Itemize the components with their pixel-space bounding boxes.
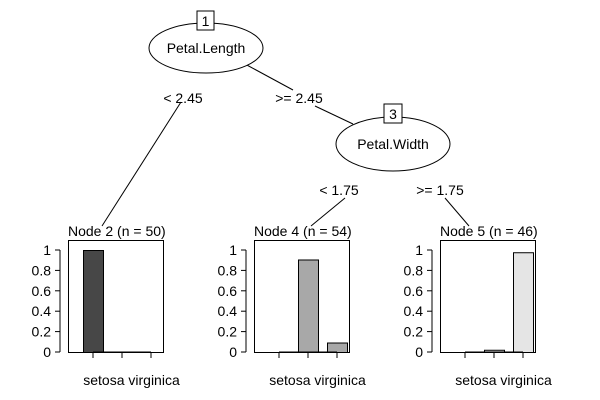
- y-tick-label: 0.4: [404, 303, 424, 319]
- y-tick-label: 1: [229, 242, 237, 258]
- leaf-node-2: Node 2 (n = 50) 1 0.8 0.6 0.4 0.2 0 setosa virg…: [32, 223, 180, 388]
- class-axis-label: setosa virginica: [269, 372, 366, 388]
- tree-edges: [101, 63, 470, 227]
- node-id: 3: [389, 106, 397, 122]
- y-tick-label: 0.8: [218, 262, 238, 278]
- y-tick-label: 0.2: [218, 324, 238, 340]
- y-tick-label: 0.4: [218, 303, 238, 319]
- class-axis-label: setosa virginica: [455, 372, 552, 388]
- y-tick-label: 0.6: [32, 283, 52, 299]
- class-axis-label: setosa virginica: [83, 372, 180, 388]
- edge-label-left: < 2.45: [163, 90, 203, 106]
- edge-label-right: >= 2.45: [275, 90, 323, 106]
- y-tick-label: 0.2: [32, 324, 52, 340]
- edge-3-to-node5: [444, 197, 470, 227]
- edge-label-right: >= 1.75: [416, 182, 464, 198]
- edge-3-to-node4: [310, 197, 346, 227]
- edge-1-to-node3: [244, 63, 294, 91]
- leaf-node-4: Node 4 (n = 54) 1 0.8 0.6 0.4 0.2 0 setosa virg…: [218, 223, 366, 388]
- bar: [513, 252, 534, 353]
- y-tick-label: 0.8: [404, 262, 424, 278]
- node-id-box: [196, 10, 215, 31]
- y-tick-label: 0.8: [32, 262, 52, 278]
- edge-1-to-node3-lower: [314, 105, 354, 125]
- bar: [83, 250, 104, 353]
- edge-1-to-node2: [101, 101, 182, 227]
- leaf-title: Node 5 (n = 46): [440, 223, 538, 239]
- y-tick-label: 0.4: [32, 303, 52, 319]
- node-id: 1: [202, 13, 210, 29]
- y-tick-label: 0.6: [218, 283, 238, 299]
- y-tick-label: 1: [415, 242, 423, 258]
- split-node-1: 1 Petal.Length: [148, 10, 264, 74]
- y-tick-label: 0: [43, 344, 51, 360]
- y-tick-label: 0: [415, 344, 423, 360]
- y-tick-label: 0.2: [404, 324, 424, 340]
- leaf-title: Node 2 (n = 50): [68, 223, 166, 239]
- leaf-node-5: Node 5 (n = 46) 1 0.8 0.6 0.4 0.2 0 setosa virg…: [404, 223, 552, 388]
- y-tick-label: 1: [43, 242, 51, 258]
- bar: [298, 259, 319, 353]
- split-node-3: 3 Petal.Width: [335, 103, 451, 172]
- leaf-plot-frame: [68, 240, 164, 353]
- edge-label-left: < 1.75: [319, 182, 359, 198]
- split-variable: Petal.Length: [167, 40, 246, 56]
- node-id-box: [383, 103, 403, 124]
- y-tick-label: 0: [229, 344, 237, 360]
- leaf-title: Node 4 (n = 54): [254, 223, 352, 239]
- bar: [327, 342, 348, 354]
- split-variable: Petal.Width: [357, 136, 429, 152]
- y-tick-label: 0.6: [404, 283, 424, 299]
